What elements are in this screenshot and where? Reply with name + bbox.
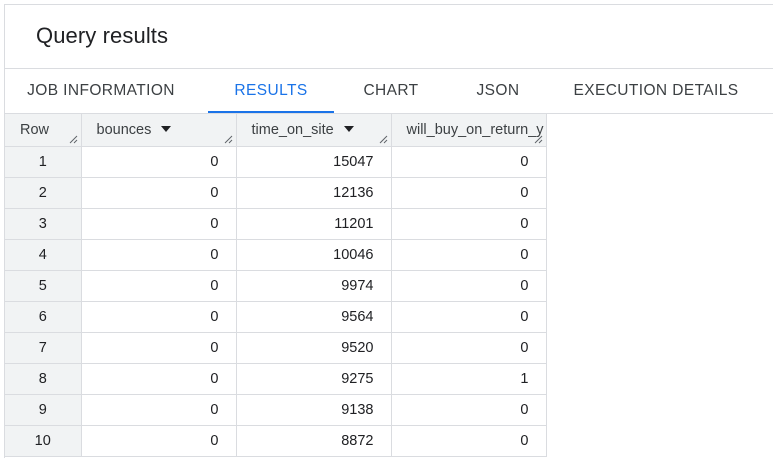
column-resize-icon[interactable] bbox=[533, 134, 543, 144]
table-cell[interactable]: 0 bbox=[81, 301, 237, 333]
table-cell[interactable]: 0 bbox=[391, 394, 547, 426]
table-cell[interactable]: 0 bbox=[391, 270, 547, 302]
table-cell[interactable]: 0 bbox=[391, 208, 547, 240]
query-results-panel: Query results JOB INFORMATION RESULTS CH… bbox=[4, 4, 773, 458]
column-header-label: bounces bbox=[96, 122, 152, 138]
row-number-cell[interactable]: 8 bbox=[5, 363, 82, 395]
row-number-cell[interactable]: 1 bbox=[5, 146, 82, 178]
table-header-row: Row bounces time_on_site will_buy_on_ret… bbox=[5, 114, 547, 147]
panel-title: Query results bbox=[36, 23, 169, 48]
column-header-bounces[interactable]: bounces bbox=[81, 114, 237, 147]
column-header-time-on-site[interactable]: time_on_site bbox=[236, 114, 392, 147]
sort-dropdown-icon[interactable] bbox=[343, 126, 354, 133]
table-cell[interactable]: 9974 bbox=[236, 270, 392, 302]
table-cell[interactable]: 0 bbox=[81, 332, 237, 364]
results-table: Row bounces time_on_site will_buy_on_ret… bbox=[5, 114, 547, 457]
column-resize-icon[interactable] bbox=[223, 134, 233, 144]
table-row: 9 0 9138 0 bbox=[5, 394, 547, 426]
active-tab-indicator bbox=[208, 111, 334, 113]
table-row: 8 0 9275 1 bbox=[5, 363, 547, 395]
table-cell[interactable]: 0 bbox=[81, 425, 237, 457]
tab-chart[interactable]: CHART bbox=[363, 82, 419, 99]
table-cell[interactable]: 12136 bbox=[236, 177, 392, 209]
table-cell[interactable]: 0 bbox=[391, 425, 547, 457]
table-cell[interactable]: 15047 bbox=[236, 146, 392, 178]
results-table-body: 1 0 15047 0 2 0 12136 0 3 0 11201 0 4 0 10046 0 5 0 9974 0 6… bbox=[5, 146, 547, 457]
row-number-cell[interactable]: 6 bbox=[5, 301, 82, 333]
tab-job-information[interactable]: JOB INFORMATION bbox=[27, 82, 175, 99]
tab-results[interactable]: RESULTS bbox=[234, 82, 308, 99]
row-number-cell[interactable]: 5 bbox=[5, 270, 82, 302]
table-cell[interactable]: 8872 bbox=[236, 425, 392, 457]
table-cell[interactable]: 0 bbox=[81, 146, 237, 178]
table-row: 1 0 15047 0 bbox=[5, 146, 547, 178]
table-row: 5 0 9974 0 bbox=[5, 270, 547, 302]
table-cell[interactable]: 0 bbox=[81, 394, 237, 426]
table-row: 6 0 9564 0 bbox=[5, 301, 547, 333]
table-cell[interactable]: 10046 bbox=[236, 239, 392, 271]
table-cell[interactable]: 0 bbox=[391, 239, 547, 271]
table-cell[interactable]: 0 bbox=[81, 208, 237, 240]
table-row: 7 0 9520 0 bbox=[5, 332, 547, 364]
table-cell[interactable]: 0 bbox=[81, 239, 237, 271]
column-resize-icon[interactable] bbox=[68, 134, 78, 144]
column-resize-icon[interactable] bbox=[378, 134, 388, 144]
table-cell[interactable]: 9138 bbox=[236, 394, 392, 426]
table-cell[interactable]: 0 bbox=[81, 177, 237, 209]
row-number-cell[interactable]: 3 bbox=[5, 208, 82, 240]
column-header-row[interactable]: Row bbox=[5, 114, 82, 147]
table-cell[interactable]: 11201 bbox=[236, 208, 392, 240]
table-row: 3 0 11201 0 bbox=[5, 208, 547, 240]
column-header-will-buy-on-return[interactable]: will_buy_on_return_y bbox=[391, 114, 547, 147]
table-row: 10 0 8872 0 bbox=[5, 425, 547, 457]
table-cell[interactable]: 0 bbox=[391, 146, 547, 178]
table-cell[interactable]: 9564 bbox=[236, 301, 392, 333]
table-cell[interactable]: 0 bbox=[81, 363, 237, 395]
row-number-cell[interactable]: 7 bbox=[5, 332, 82, 364]
table-cell[interactable]: 0 bbox=[391, 332, 547, 364]
column-header-label: will_buy_on_return_y bbox=[406, 122, 544, 138]
row-number-cell[interactable]: 10 bbox=[5, 425, 82, 457]
table-row: 4 0 10046 0 bbox=[5, 239, 547, 271]
table-cell[interactable]: 0 bbox=[391, 301, 547, 333]
table-row: 2 0 12136 0 bbox=[5, 177, 547, 209]
tab-json[interactable]: JSON bbox=[476, 82, 520, 99]
row-number-cell[interactable]: 4 bbox=[5, 239, 82, 271]
column-header-label: Row bbox=[20, 122, 50, 138]
row-number-cell[interactable]: 9 bbox=[5, 394, 82, 426]
sort-dropdown-icon[interactable] bbox=[161, 126, 172, 133]
column-header-label: time_on_site bbox=[251, 122, 334, 138]
table-cell[interactable]: 0 bbox=[81, 270, 237, 302]
table-cell[interactable]: 9520 bbox=[236, 332, 392, 364]
table-cell[interactable]: 0 bbox=[391, 177, 547, 209]
table-cell[interactable]: 1 bbox=[391, 363, 547, 395]
row-number-cell[interactable]: 2 bbox=[5, 177, 82, 209]
tab-execution-details[interactable]: EXECUTION DETAILS bbox=[573, 82, 739, 99]
table-cell[interactable]: 9275 bbox=[236, 363, 392, 395]
results-tab-bar: JOB INFORMATION RESULTS CHART JSON EXECU… bbox=[5, 68, 773, 114]
